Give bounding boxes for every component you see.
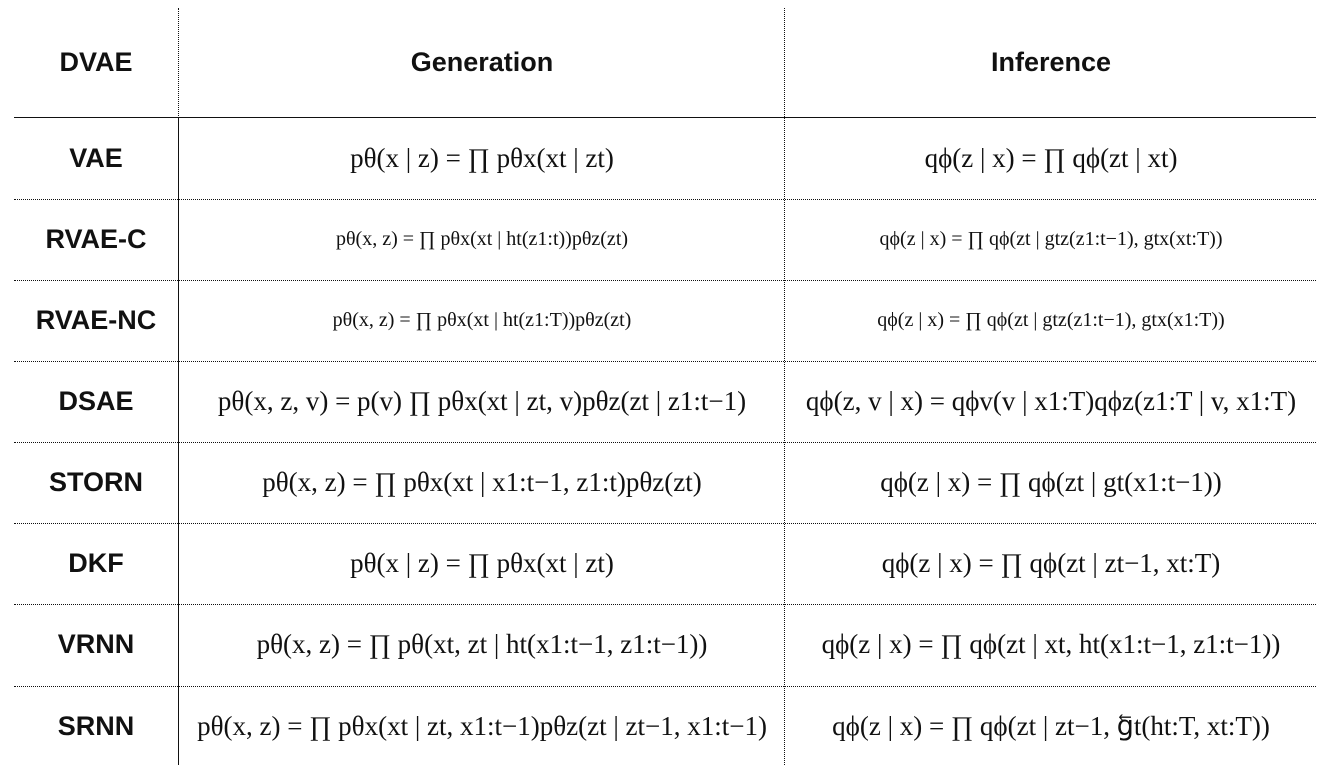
row-divider bbox=[14, 280, 1316, 281]
column-divider bbox=[784, 8, 785, 765]
inference-formula: qϕ(z | x) = ∏ qϕ(zt | gtz(z1:t−1), gtx(x… bbox=[879, 228, 1223, 250]
inference-formula: qϕ(z | x) = ∏ qϕ(zt | gt(x1:t−1)) bbox=[880, 467, 1222, 497]
header-inference: Inference bbox=[990, 47, 1112, 77]
row-model-name: RVAE-NC bbox=[35, 305, 157, 335]
row-divider bbox=[14, 199, 1316, 200]
row-model-name: VAE bbox=[69, 143, 123, 173]
generation-formula: pθ(x, z) = ∏ pθx(xt | zt, x1:t−1)pθz(zt … bbox=[197, 711, 767, 741]
row-divider bbox=[14, 523, 1316, 524]
inference-formula: qϕ(z, v | x) = qϕv(v | x1:T)qϕz(z1:T | v… bbox=[805, 386, 1297, 416]
row-divider bbox=[14, 361, 1316, 362]
generation-formula: pθ(x, z) = ∏ pθ(xt, zt | ht(x1:t−1, z1:t… bbox=[256, 629, 708, 659]
inference-formula: qϕ(z | x) = ∏ qϕ(zt | zt−1, xt:T) bbox=[881, 548, 1221, 578]
row-model-name: RVAE-C bbox=[45, 224, 147, 254]
row-model-name: DKF bbox=[68, 548, 124, 578]
generation-formula: pθ(x, z, v) = p(v) ∏ pθx(xt | zt, v)pθz(… bbox=[217, 386, 747, 416]
row-divider bbox=[14, 686, 1316, 687]
row-divider bbox=[14, 442, 1316, 443]
header-generation: Generation bbox=[410, 47, 554, 77]
generation-formula: pθ(x, z) = ∏ pθx(xt | x1:t−1, z1:t)pθz(z… bbox=[262, 467, 702, 497]
generation-formula: pθ(x | z) = ∏ pθx(xt | zt) bbox=[350, 548, 614, 578]
generation-formula: pθ(x, z) = ∏ pθx(xt | ht(z1:T))pθz(zt) bbox=[332, 309, 632, 331]
inference-formula: qϕ(z | x) = ∏ qϕ(zt | gtz(z1:t−1), gtx(x… bbox=[877, 309, 1225, 331]
column-divider bbox=[178, 8, 179, 118]
row-model-name: SRNN bbox=[57, 711, 135, 741]
generation-formula: pθ(x | z) = ∏ pθx(xt | zt) bbox=[350, 143, 614, 173]
row-divider bbox=[14, 604, 1316, 605]
row-model-name: STORN bbox=[48, 467, 143, 497]
header-model: DVAE bbox=[59, 47, 133, 77]
generation-formula: pθ(x, z) = ∏ pθx(xt | ht(z1:t))pθz(zt) bbox=[335, 228, 629, 250]
inference-formula: qϕ(z | x) = ∏ qϕ(zt | xt) bbox=[924, 143, 1178, 173]
inference-formula: qϕ(z | x) = ∏ qϕ(zt | zt−1, g⃖t(ht:T, xt… bbox=[832, 711, 1270, 741]
row-model-name: DSAE bbox=[58, 386, 134, 416]
inference-formula: qϕ(z | x) = ∏ qϕ(zt | xt, ht(x1:t−1, z1:… bbox=[821, 629, 1281, 659]
row-model-name: VRNN bbox=[57, 629, 135, 659]
header-rule bbox=[14, 117, 1316, 118]
column-divider bbox=[178, 118, 179, 765]
